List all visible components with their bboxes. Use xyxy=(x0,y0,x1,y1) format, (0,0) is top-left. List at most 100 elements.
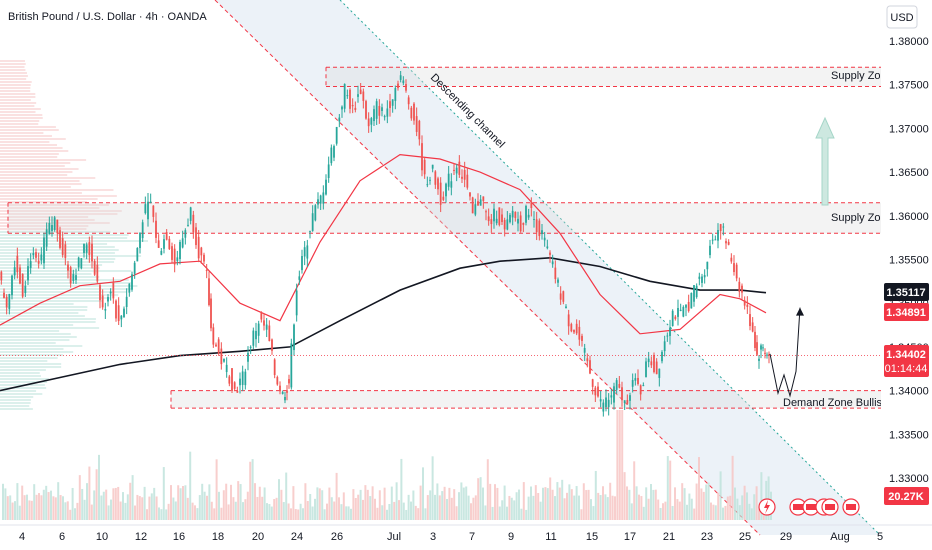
candle-body xyxy=(703,275,706,278)
candle-body xyxy=(131,274,133,290)
volume-bar xyxy=(616,410,619,520)
volume-profile-bar xyxy=(0,96,36,98)
candle-body xyxy=(485,211,487,213)
candle-body xyxy=(271,339,273,351)
candle-body xyxy=(766,354,768,356)
candle-body xyxy=(210,298,212,329)
volume-bar xyxy=(342,492,345,520)
volume-bar xyxy=(359,489,362,520)
volume-bar xyxy=(117,486,120,520)
volume-bar xyxy=(57,482,60,520)
candle-body xyxy=(112,281,115,299)
time-tick-label: 5 xyxy=(877,531,883,543)
volume-bar xyxy=(669,460,672,520)
volume-bar xyxy=(645,487,648,520)
volume-bar xyxy=(388,503,391,520)
candle-body xyxy=(231,368,233,391)
candle-body xyxy=(631,380,634,387)
volume-bar xyxy=(246,491,249,520)
candle-body xyxy=(621,387,623,401)
candle-body xyxy=(157,240,160,248)
candle-body xyxy=(583,348,586,353)
volume-bar xyxy=(614,496,616,520)
volume-bar xyxy=(705,484,708,520)
candle-body xyxy=(13,267,16,276)
volume-bar xyxy=(484,505,487,520)
price-axis[interactable] xyxy=(881,0,932,525)
economic-events-icons[interactable] xyxy=(789,498,860,516)
volume-bar xyxy=(467,495,470,520)
zone-fill xyxy=(8,202,881,234)
currency-button[interactable] xyxy=(886,5,918,29)
volume-bar xyxy=(393,501,396,520)
candle-body xyxy=(184,230,187,238)
flag-glyph-icon xyxy=(825,504,835,510)
volume-bar xyxy=(362,499,364,520)
volume-profile-bar xyxy=(0,63,26,65)
candle-body xyxy=(554,267,557,280)
volume-bar xyxy=(143,486,146,520)
candle-body xyxy=(67,264,69,271)
candle-body xyxy=(220,348,223,365)
candle-body xyxy=(80,258,83,269)
volume-bar xyxy=(652,489,655,520)
volume-bar xyxy=(587,489,590,520)
volume-bar xyxy=(717,492,720,520)
candle-body xyxy=(610,395,613,398)
volume-profile-bar xyxy=(0,258,116,260)
volume-profile-bar xyxy=(0,408,33,410)
volume-bar xyxy=(354,498,357,520)
volume-bar xyxy=(650,484,652,520)
volume-bar xyxy=(150,493,153,520)
volume-bar xyxy=(134,505,136,520)
volume-bar xyxy=(573,495,576,520)
candle-body xyxy=(301,256,303,271)
candle-body xyxy=(136,247,139,262)
price-tick-label: 1.38000 xyxy=(889,36,929,48)
volume-bar xyxy=(407,494,410,520)
volume-bar xyxy=(741,495,744,520)
candle-body xyxy=(236,391,239,393)
volume-profile-bar xyxy=(0,117,43,119)
candle-body xyxy=(690,292,693,309)
candle-body xyxy=(546,246,549,249)
volume-profile-bar xyxy=(0,183,82,185)
volume-profile-bar xyxy=(0,366,62,368)
volume-bar xyxy=(431,456,434,520)
volume-bar xyxy=(78,475,81,520)
candle-body xyxy=(109,291,112,294)
volume-profile-bar xyxy=(0,234,129,236)
volume-bar xyxy=(335,472,338,520)
price-tick-label: 1.34000 xyxy=(889,386,929,398)
volume-bar xyxy=(270,506,273,520)
volume-bar xyxy=(294,509,297,520)
volume-bar xyxy=(64,502,67,520)
candle-body xyxy=(426,184,429,186)
volume-bar xyxy=(155,496,158,520)
volume-bar xyxy=(177,485,180,520)
volume-bar xyxy=(738,505,741,520)
candle-body xyxy=(760,345,762,350)
volume-profile-bar xyxy=(0,303,74,305)
volume-bar xyxy=(542,487,544,520)
volume-profile-bar xyxy=(0,312,79,314)
candle-body xyxy=(244,371,247,386)
time-tick-label: Aug xyxy=(830,531,850,543)
candle-body xyxy=(533,218,535,220)
candle-body xyxy=(357,94,359,97)
volume-bar xyxy=(122,492,124,520)
volume-bar xyxy=(47,492,50,520)
volume-profile-bar xyxy=(0,357,58,359)
candle-body xyxy=(607,399,610,408)
volume-profile-bar xyxy=(0,333,71,335)
volume-bar xyxy=(386,509,388,520)
current-price-tag xyxy=(884,345,929,377)
candle-body xyxy=(527,214,530,218)
time-axis-ticks[interactable]: 4 6 10 12 16 18 20 24 26 Jul 3 7 9 11 15 17 21 23 25 29 Aug 5 xyxy=(19,531,883,543)
volume-bar xyxy=(206,495,208,520)
candle-body xyxy=(503,220,506,230)
volume-bar xyxy=(604,494,607,520)
candle-body xyxy=(263,320,265,326)
candle-body xyxy=(8,293,11,309)
